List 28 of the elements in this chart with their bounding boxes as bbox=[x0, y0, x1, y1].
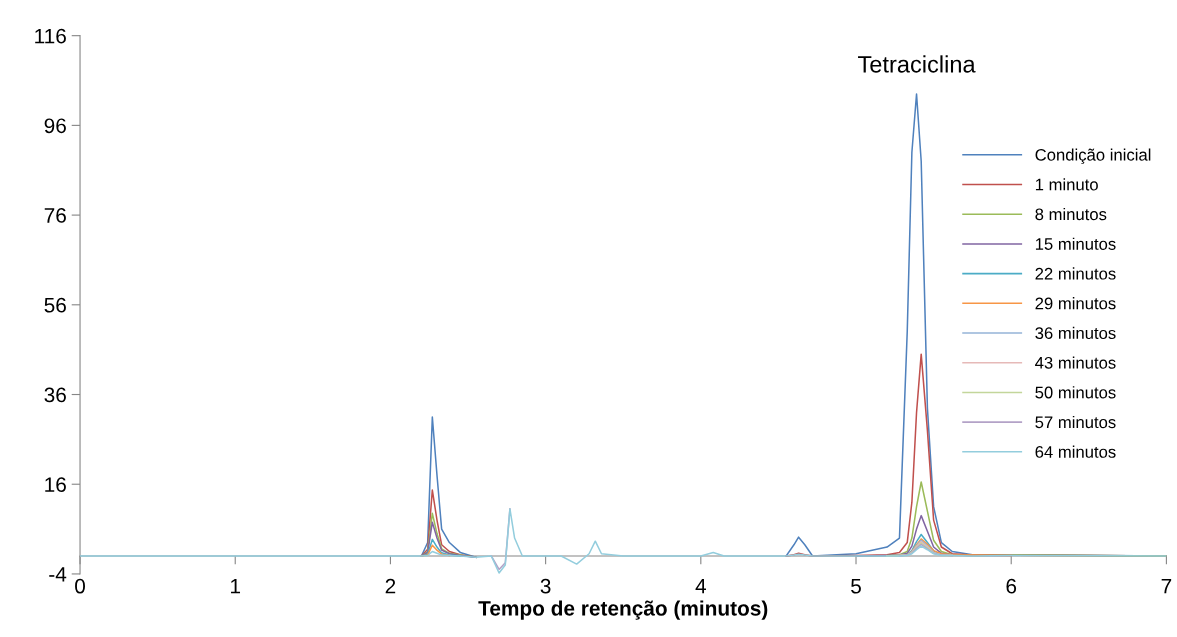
y-tick-label: 56 bbox=[44, 297, 66, 313]
y-tick-label: 76 bbox=[44, 208, 66, 223]
legend-label: 22 minutos bbox=[1035, 267, 1116, 280]
x-tick-label: 2 bbox=[385, 578, 396, 594]
legend-label: 57 minutos bbox=[1035, 415, 1116, 429]
legend-label: 43 minutos bbox=[1035, 356, 1116, 369]
x-tick-label: 4 bbox=[695, 578, 706, 594]
x-tick-label: 7 bbox=[1161, 578, 1172, 594]
legend-label: 50 minutos bbox=[1035, 386, 1116, 399]
y-tick-label: 36 bbox=[44, 387, 66, 403]
x-tick-label: 0 bbox=[75, 578, 86, 594]
legend-label: 15 minutos bbox=[1035, 237, 1116, 250]
legend-label: 1 minuto bbox=[1035, 178, 1098, 191]
x-tick-label: 5 bbox=[851, 578, 861, 594]
legend-label: 64 minutos bbox=[1035, 445, 1116, 458]
y-tick-label: 16 bbox=[45, 477, 66, 492]
x-tick-label: 3 bbox=[540, 578, 551, 594]
annotation: Tetraciclina bbox=[858, 55, 976, 73]
x-axis-title: Tempo de retenção (minutos) bbox=[478, 600, 768, 620]
y-tick-label: 96 bbox=[44, 118, 66, 134]
legend-label: 8 minutos bbox=[1035, 207, 1107, 221]
y-tick-label: -4 bbox=[49, 567, 67, 582]
legend-label: 29 minutos bbox=[1035, 297, 1116, 310]
x-tick-label: 1 bbox=[231, 578, 241, 594]
legend-label: Condição inicial bbox=[1035, 148, 1151, 165]
x-tick-label: 6 bbox=[1006, 578, 1017, 594]
y-tick-label: 116 bbox=[35, 28, 66, 44]
legend-label: 36 minutos bbox=[1035, 326, 1116, 340]
